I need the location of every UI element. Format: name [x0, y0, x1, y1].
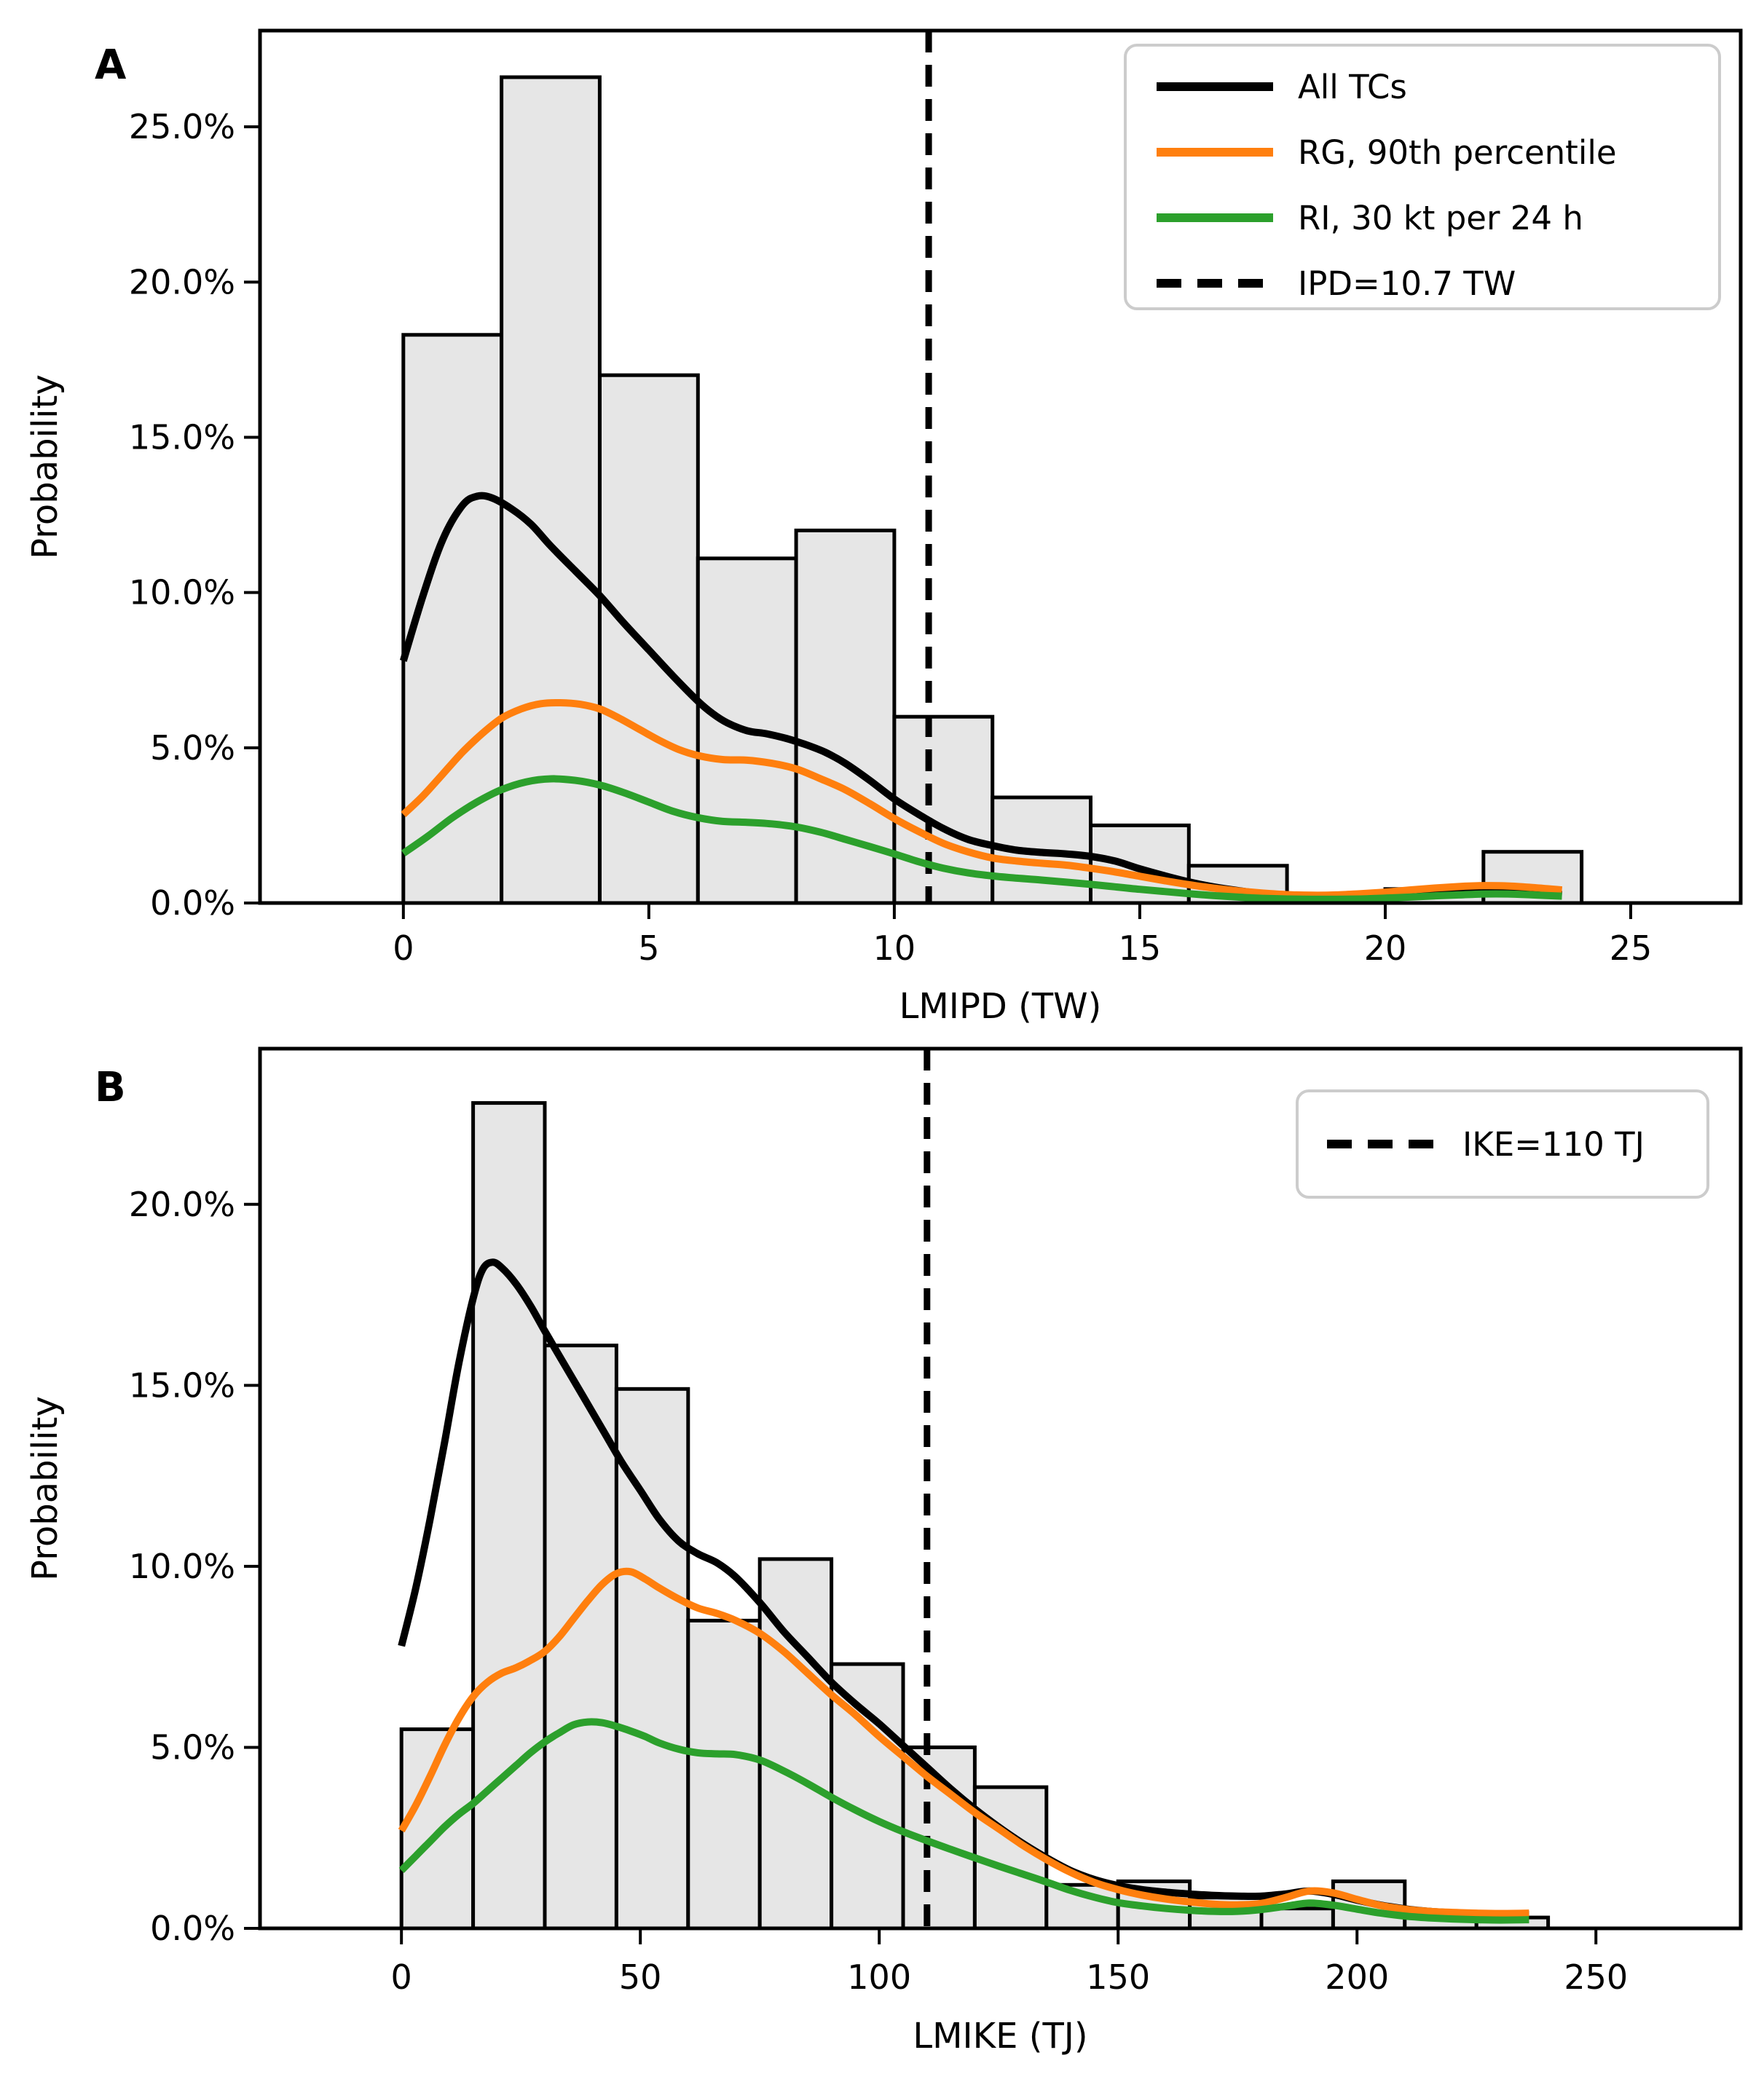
x-tick-label: 200 [1325, 1957, 1389, 1997]
x-axis-label: LMIKE (TJ) [913, 2016, 1087, 2057]
y-tick-label: 25.0% [129, 107, 235, 146]
x-tick-label: 15 [1119, 928, 1162, 968]
x-tick-label: 5 [638, 928, 659, 968]
x-tick-label: 0 [391, 1957, 412, 1997]
x-tick-label: 25 [1610, 928, 1653, 968]
axis-ticks: 0 5 10 15 20 25 0.0% 5.0% 10.0% 15.0% 20.0% 25.0% [129, 107, 1652, 968]
legend-label: RI, 30 kt per 24 h [1298, 199, 1583, 237]
y-axis-label: Probability [25, 1396, 66, 1581]
histogram-bar [401, 333, 504, 905]
histogram-bar [500, 75, 602, 905]
panel-letter: B [95, 1064, 126, 1111]
legend-label: RG, 90th percentile [1298, 133, 1617, 172]
legend-box [1124, 44, 1721, 310]
kde-line-rg-90th-percentile [401, 698, 1563, 899]
y-axis-label: Probability [25, 374, 66, 559]
x-tick-label: 10 [873, 928, 916, 968]
x-axis-label: LMIPD (TW) [899, 986, 1102, 1027]
y-tick-label: 0.0% [150, 1909, 235, 1948]
y-tick-label: 10.0% [129, 1547, 235, 1586]
legend-label: All TCs [1298, 68, 1407, 106]
x-tick-label: 150 [1086, 1957, 1150, 1997]
panel-a: 0 5 10 15 20 25 0.0% 5.0% 10.0% 15.0% 20.0% 25.0% LM… [25, 28, 1743, 1027]
y-tick-label: 5.0% [150, 1727, 235, 1767]
kde-line-ri-30-kt-per-24-h [401, 775, 1562, 903]
plot-frame [258, 28, 1743, 905]
legend-label: IPD=10.7 TW [1298, 264, 1516, 303]
x-tick-label: 0 [393, 928, 414, 968]
histogram-bar [471, 1101, 547, 1931]
y-tick-label: 15.0% [129, 417, 235, 457]
y-tick-label: 20.0% [129, 1185, 235, 1224]
y-tick-label: 20.0% [129, 262, 235, 301]
panel-letter: A [95, 42, 127, 89]
kde-line-ri-30-kt-per-24-h [398, 1718, 1529, 1924]
legend-box [1296, 1089, 1709, 1199]
legend-label: IKE=110 TJ [1462, 1125, 1645, 1164]
y-tick-label: 10.0% [129, 573, 235, 612]
x-tick-label: 250 [1564, 1957, 1628, 1997]
x-tick-label: 50 [619, 1957, 662, 1997]
kde-line-rg-90th-percentile [398, 1567, 1529, 1917]
legend: IKE=110 TJ [1296, 1089, 1709, 1199]
legend: All TCs RG, 90th percentile RI, 30 kt per … [1124, 44, 1721, 310]
y-tick-label: 15.0% [129, 1365, 235, 1405]
histogram-bar [598, 373, 700, 905]
axis-ticks: 0 50 100 150 200 250 0.0% 5.0% 10.0% 15.0% 20.0% [129, 1185, 1628, 1997]
y-tick-label: 0.0% [150, 883, 235, 923]
y-tick-label: 5.0% [150, 728, 235, 768]
x-tick-label: 100 [847, 1957, 911, 1997]
x-tick-label: 20 [1364, 928, 1407, 968]
histogram-bars [401, 75, 1584, 905]
histogram-bar [686, 1618, 762, 1931]
panel-b: 0 50 100 150 200 250 0.0% 5.0% 10.0% 15.0% 20.0% LM… [25, 1046, 1743, 2057]
plot-frame [258, 1046, 1743, 1931]
